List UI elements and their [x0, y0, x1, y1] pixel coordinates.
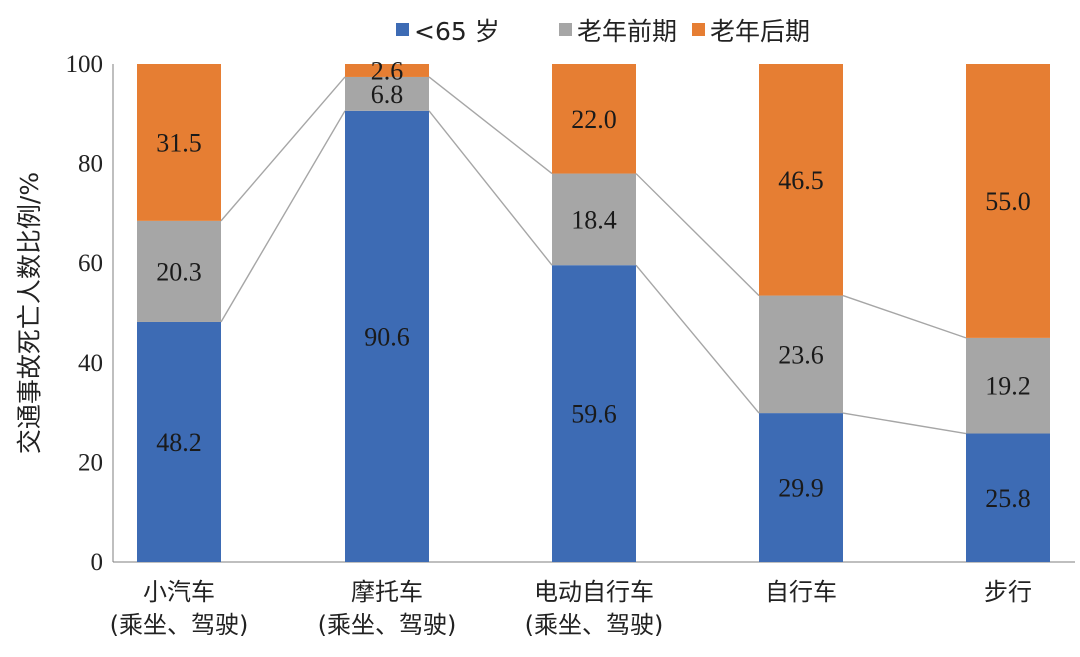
connector-lines	[220, 76, 967, 435]
y-tick-label: 60	[78, 250, 103, 277]
legend-swatch	[692, 23, 705, 36]
bar-segment	[966, 337, 1050, 434]
data-labels: 48.2 20.3 31.5 90.6 6.82.6 59.6 18.4 22.0 29.9 23…	[156, 56, 1031, 512]
bar-segment	[345, 110, 429, 562]
data-label: 90.6	[364, 322, 410, 351]
data-label: 31.5	[156, 128, 202, 157]
data-label: 19.2	[985, 372, 1031, 401]
data-label: 29.9	[778, 474, 824, 503]
legend-label: <65 岁	[414, 17, 500, 46]
x-axis-categories: 小汽车 (乘坐、驾驶) 摩托车 (乘坐、驾驶) 电动自行车 (乘坐、驾驶) 自行车 步行	[110, 578, 1032, 639]
connector-line	[635, 173, 760, 297]
data-label: 48.2	[156, 428, 202, 457]
connector-line	[842, 412, 967, 435]
y-tick-label: 20	[78, 449, 103, 476]
bar-segment	[137, 220, 221, 322]
data-label: 20.3	[156, 257, 202, 286]
data-label: 6.8	[371, 80, 404, 109]
x-category-label: (乘坐、驾驶)	[110, 611, 249, 639]
bar-segment	[137, 321, 221, 562]
bar-segment	[345, 64, 429, 77]
connector-line	[842, 294, 967, 339]
legend-label: 老年前期	[577, 17, 677, 46]
connector-line	[220, 110, 346, 323]
data-label: 2.6	[371, 56, 404, 85]
x-category-label: 步行	[984, 578, 1032, 606]
data-label: 59.6	[571, 400, 617, 429]
data-label: 55.0	[985, 187, 1031, 216]
bar-segment	[759, 413, 843, 562]
y-tick-label: 40	[78, 350, 103, 377]
y-axis-ticks: 0 20 40 60 80 100	[66, 51, 104, 576]
legend-swatch	[559, 23, 572, 36]
y-tick-label: 100	[66, 51, 104, 78]
connector-line	[428, 76, 553, 175]
y-axis-label: 交通事故死亡人数比例/%	[15, 172, 44, 454]
x-category-label: (乘坐、驾驶)	[525, 611, 664, 639]
y-tick-label: 80	[78, 151, 103, 178]
data-label: 18.4	[571, 205, 617, 234]
x-category-label: 自行车	[765, 578, 837, 606]
bar-segment	[552, 265, 636, 562]
data-label: 46.5	[778, 166, 824, 195]
x-category-label: 摩托车	[351, 578, 423, 606]
bar-segment	[759, 295, 843, 414]
data-label: 25.8	[985, 484, 1031, 513]
data-label: 23.6	[778, 340, 824, 369]
connector-line	[428, 110, 553, 266]
legend: <65 岁 老年前期 老年后期	[396, 17, 810, 46]
bar-segment	[966, 433, 1050, 562]
bar-segment	[966, 64, 1050, 338]
bars	[137, 64, 1050, 562]
bar-segment	[552, 64, 636, 174]
connector-line	[220, 76, 346, 222]
bar-segment	[345, 76, 429, 111]
data-label: 22.0	[571, 105, 617, 134]
legend-label: 老年后期	[710, 17, 810, 46]
bar-segment	[552, 173, 636, 266]
x-category-label: 小汽车	[143, 578, 215, 606]
y-tick-label: 0	[91, 549, 104, 576]
x-category-label: (乘坐、驾驶)	[318, 611, 457, 639]
legend-swatch	[396, 23, 409, 36]
x-category-label: 电动自行车	[534, 578, 654, 606]
connector-line	[635, 264, 760, 414]
bar-segment	[759, 64, 843, 296]
bar-segment	[137, 64, 221, 221]
